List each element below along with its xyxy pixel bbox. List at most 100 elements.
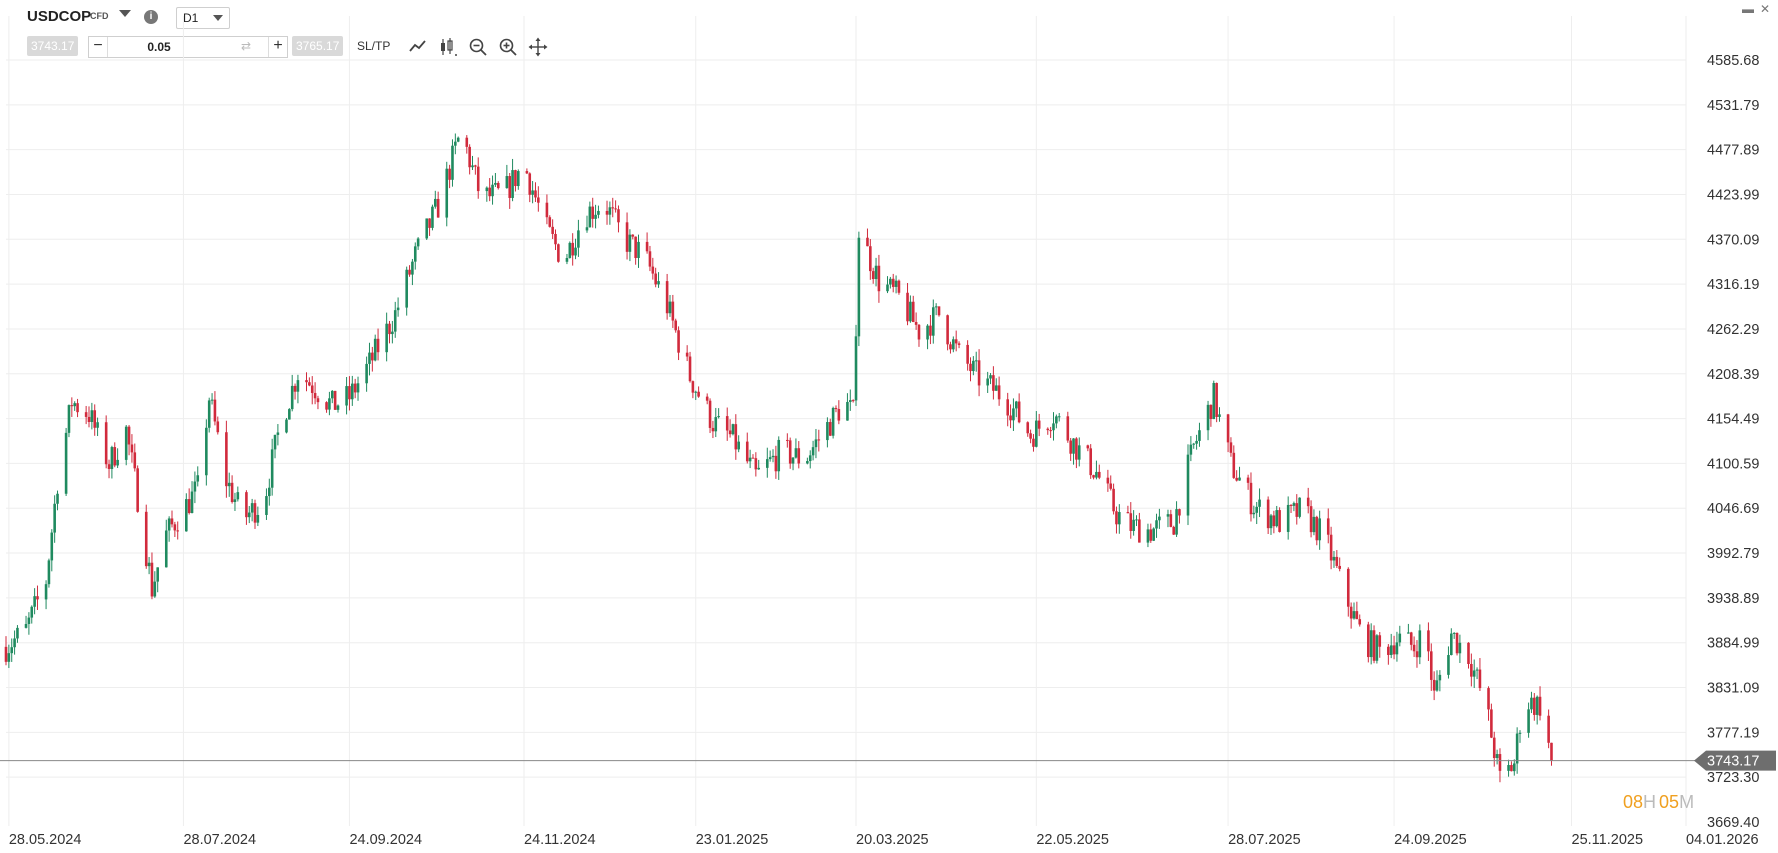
candlestick-chart-icon[interactable] <box>438 37 458 57</box>
candle-down <box>230 475 234 504</box>
candle-body <box>1447 655 1450 675</box>
candle-up <box>405 266 408 316</box>
candle-body <box>227 482 231 487</box>
candle-up <box>356 376 360 401</box>
quantity-input[interactable]: 0.05 <box>147 40 171 54</box>
candle-body <box>310 385 314 393</box>
candle-down <box>554 229 557 251</box>
candle-body <box>1512 763 1516 772</box>
candle-body <box>73 403 76 407</box>
candle-down <box>1266 496 1270 535</box>
info-icon[interactable]: i <box>144 10 158 24</box>
candle-body <box>1429 651 1433 680</box>
candle-body <box>104 422 108 465</box>
candle-up <box>1238 466 1241 481</box>
candle-down <box>316 395 320 410</box>
timeframe-select[interactable]: D1 <box>176 7 230 29</box>
candle-down <box>691 380 695 399</box>
line-chart-icon[interactable] <box>408 37 428 57</box>
candle-body <box>557 244 560 262</box>
candle-body <box>474 165 477 167</box>
candle-up <box>1472 659 1476 689</box>
candle-up <box>33 588 36 615</box>
candle-up <box>854 324 858 406</box>
candle-body <box>745 441 749 462</box>
candle-up <box>196 466 200 487</box>
candle-body <box>765 459 769 468</box>
candle-body <box>425 218 429 239</box>
pan-move-icon[interactable] <box>528 37 548 57</box>
candle-body <box>413 246 417 262</box>
candle-body <box>791 457 795 464</box>
candle-body <box>551 226 554 234</box>
candle-up <box>153 571 157 598</box>
candle-down <box>496 181 500 190</box>
candle-down <box>992 366 995 400</box>
candle-up <box>53 495 56 543</box>
candle-up <box>811 440 815 461</box>
x-tick-label: 24.11.2024 <box>524 832 596 848</box>
candle-up <box>1218 407 1221 422</box>
buy-price-button[interactable]: 3765.17 <box>292 36 344 56</box>
candle-up <box>30 605 34 624</box>
candle-down <box>1106 469 1110 492</box>
candle-down <box>1272 510 1276 534</box>
candle-up <box>1146 523 1150 548</box>
candle-body <box>748 457 752 462</box>
candle-down <box>1387 644 1390 665</box>
candle-body <box>1077 445 1081 460</box>
zoom-out-icon[interactable] <box>468 37 488 57</box>
close-icon[interactable]: ✕ <box>1760 2 1771 16</box>
chart-header: USDCOP CFD i D1 ▬ ✕ <box>0 0 1778 34</box>
candle-body <box>185 499 188 532</box>
candle-down <box>1346 567 1350 617</box>
sell-price-button[interactable]: 3743.17 <box>27 36 79 56</box>
candle-body <box>1510 765 1513 772</box>
candle-body <box>405 269 408 308</box>
candle-up <box>771 449 775 463</box>
candle-up <box>1132 510 1135 536</box>
candle-body <box>1118 512 1121 525</box>
candle-body <box>874 265 878 280</box>
swap-icon[interactable]: ⇄ <box>241 39 252 53</box>
candle-body <box>436 198 440 218</box>
candle-down <box>891 273 895 293</box>
candle-down <box>136 465 139 513</box>
candle-body <box>588 206 592 228</box>
candle-body <box>728 430 732 435</box>
timer-minutes: 05 <box>1659 792 1680 812</box>
candle-down <box>708 398 712 434</box>
candle-down <box>557 243 560 263</box>
candle-body <box>230 482 234 503</box>
candle-body <box>891 278 895 287</box>
candle-down <box>937 306 941 317</box>
zoom-in-icon[interactable] <box>498 37 518 57</box>
candle-body <box>247 512 251 518</box>
candle-down <box>949 341 952 354</box>
candle-body <box>305 380 308 383</box>
candle-body <box>1029 433 1032 439</box>
candle-down <box>614 200 617 213</box>
candle-up <box>931 299 935 344</box>
candle-down <box>631 234 635 240</box>
candle-body <box>1035 420 1038 447</box>
candle-up <box>1155 513 1158 538</box>
y-tick-label: 3669.40 <box>1707 815 1759 831</box>
symbol-name[interactable]: USDCOP <box>27 8 92 25</box>
candle-body <box>1006 399 1010 416</box>
minimize-icon[interactable]: ▬ <box>1742 2 1754 16</box>
candle-up <box>1512 759 1516 776</box>
candle-body <box>153 581 157 597</box>
sltp-button[interactable]: SL/TP <box>357 39 391 53</box>
symbol-dropdown-chevron-icon[interactable] <box>119 10 131 17</box>
quantity-stepper[interactable]: − 0.05 ⇄ + <box>88 36 288 58</box>
quantity-increment-button[interactable]: + <box>268 37 287 57</box>
candle-down <box>436 191 440 218</box>
quantity-decrement-button[interactable]: − <box>89 37 108 57</box>
candle-body <box>954 339 958 344</box>
candle-body <box>1530 697 1533 710</box>
candle-body <box>949 344 952 350</box>
candle-up <box>1318 510 1321 550</box>
candle-down <box>1178 508 1181 524</box>
